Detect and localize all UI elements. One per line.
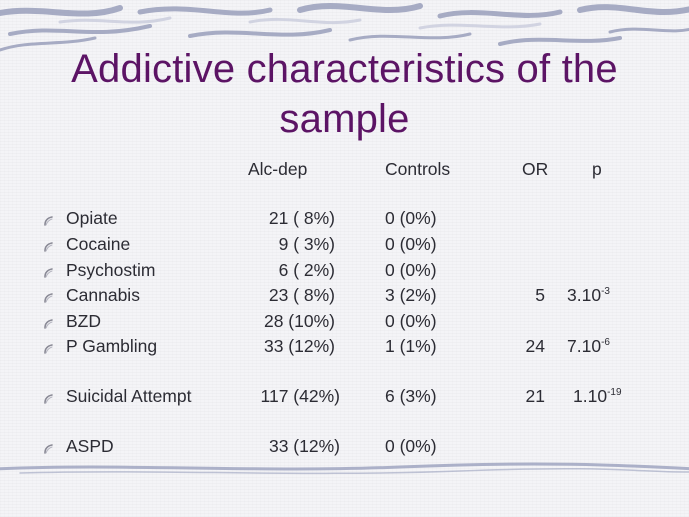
row-label: BZD bbox=[66, 311, 101, 331]
row-label: Cocaine bbox=[66, 234, 131, 254]
header-p: p bbox=[592, 159, 602, 179]
p-value-exponent: -19 bbox=[607, 387, 622, 398]
cell-alc-dep: 33 (12%) bbox=[268, 436, 340, 456]
cell-alc-dep: 6 ( 2%) bbox=[278, 260, 335, 280]
bullet-icon bbox=[43, 316, 53, 329]
cell-p-value: 1.10-19 bbox=[573, 386, 622, 407]
row-label: Suicidal Attempt bbox=[66, 386, 192, 406]
header-alc-dep: Alc-dep bbox=[248, 159, 308, 179]
cell-or: 21 bbox=[525, 386, 545, 406]
cell-controls: 3 (2%) bbox=[385, 285, 437, 305]
bullet-icon bbox=[43, 265, 53, 278]
cell-controls: 0 (0%) bbox=[385, 311, 437, 331]
row-label: Opiate bbox=[66, 208, 118, 228]
cell-controls: 6 (3%) bbox=[385, 386, 437, 406]
slide-title-line-2: sample bbox=[279, 97, 410, 141]
bullet-icon bbox=[43, 341, 53, 354]
row-label: P Gambling bbox=[66, 336, 158, 356]
cell-controls: 0 (0%) bbox=[385, 208, 437, 228]
header-controls: Controls bbox=[385, 159, 451, 179]
cell-alc-dep: 23 ( 8%) bbox=[268, 285, 335, 305]
row-label: Cannabis bbox=[66, 285, 140, 305]
cell-p-value: 7.10-6 bbox=[567, 336, 610, 357]
cell-alc-dep: 28 (10%) bbox=[263, 311, 335, 331]
row-label: ASPD bbox=[66, 436, 114, 456]
decorative-brush-band bbox=[0, 3, 689, 52]
p-value-base: 7.10 bbox=[567, 336, 602, 356]
slide-title: Addictive characteristics of the sample bbox=[0, 44, 689, 144]
cell-alc-dep: 33 (12%) bbox=[263, 336, 335, 356]
slide-title-line-1: Addictive characteristics of the bbox=[71, 47, 618, 91]
cell-controls: 0 (0%) bbox=[385, 436, 437, 456]
row-label: Psychostim bbox=[66, 260, 156, 280]
cell-or: 24 bbox=[525, 336, 545, 356]
bullet-icon bbox=[43, 391, 53, 404]
header-or: OR bbox=[522, 159, 549, 179]
p-value-base: 1.10 bbox=[573, 386, 608, 406]
p-value-exponent: -3 bbox=[601, 286, 610, 297]
p-value-exponent: -6 bbox=[601, 337, 610, 348]
cell-controls: 0 (0%) bbox=[385, 260, 437, 280]
bullet-icon bbox=[43, 239, 53, 252]
cell-or: 5 bbox=[535, 285, 545, 305]
cell-p-value: 3.10-3 bbox=[567, 285, 610, 306]
cell-alc-dep: 117 (42%) bbox=[260, 386, 340, 406]
cell-alc-dep: 9 ( 3%) bbox=[278, 234, 335, 254]
decorative-bottom-rule bbox=[0, 462, 689, 475]
bullet-icon bbox=[43, 441, 53, 454]
p-value-base: 3.10 bbox=[567, 285, 602, 305]
cell-alc-dep: 21 ( 8%) bbox=[268, 208, 335, 228]
bullet-icon bbox=[43, 290, 53, 303]
bullet-icon bbox=[43, 213, 53, 226]
cell-controls: 1 (1%) bbox=[385, 336, 437, 356]
cell-controls: 0 (0%) bbox=[385, 234, 437, 254]
